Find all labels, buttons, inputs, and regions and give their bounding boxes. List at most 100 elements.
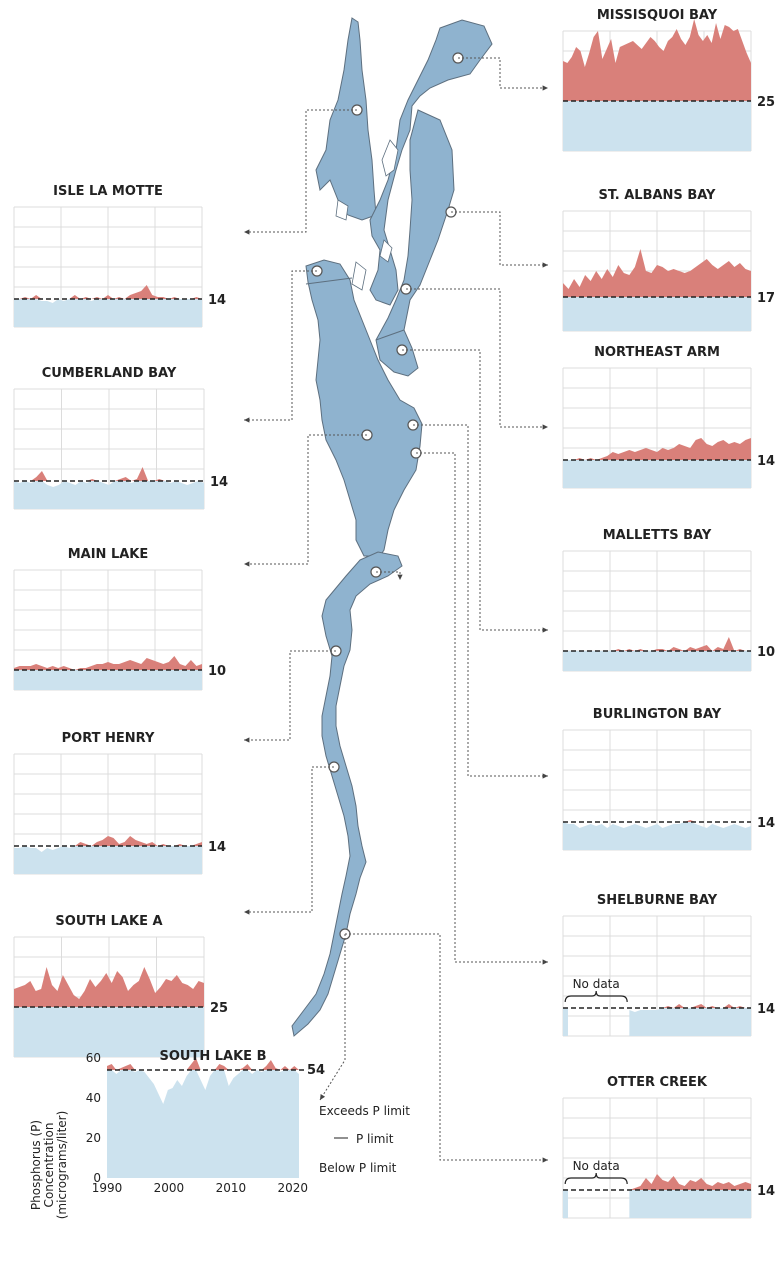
below-area xyxy=(563,1008,568,1036)
chart-south-lake-b: SOUTH LAKE B 54 0 20 40 60 1990 2000 2010 2020 Pho… xyxy=(29,1049,325,1219)
leader-arrowhead xyxy=(244,737,250,743)
leader-arrowhead xyxy=(320,1094,326,1100)
leader-line xyxy=(413,424,548,777)
no-data-bracket xyxy=(564,1172,628,1185)
below-area xyxy=(563,297,751,331)
leader-line xyxy=(244,766,334,913)
chart-title: OTTER CREEK xyxy=(607,1075,708,1090)
lake-southern-channel xyxy=(291,551,403,1037)
legend: Exceeds P limit P limit Below P limit xyxy=(319,1104,410,1175)
exceed-area xyxy=(14,967,204,1007)
exceed-area xyxy=(563,19,751,101)
panel-charts: MISSISQUOI BAY 25 ST. ALBANS BAY 17 NORTHEAS… xyxy=(13,8,775,1219)
exceed-area xyxy=(14,656,202,670)
below-area xyxy=(563,101,751,151)
below-area xyxy=(14,670,202,690)
leader-lines xyxy=(244,57,548,1163)
chart-cumberland-bay: CUMBERLAND BAY 14 xyxy=(13,366,228,510)
chart-title: CUMBERLAND BAY xyxy=(42,366,177,381)
chart-burlington-bay: BURLINGTON BAY 14 xyxy=(562,707,775,851)
leader-arrowhead xyxy=(542,85,548,91)
lake-main-body xyxy=(305,259,423,557)
leader-arrowhead xyxy=(244,909,250,915)
exceed-area xyxy=(563,637,751,651)
chart-st-albans-bay: ST. ALBANS BAY 17 xyxy=(562,188,775,332)
chart-title: SOUTH LAKE A xyxy=(55,914,162,929)
limit-label: 14 xyxy=(757,454,775,469)
leader-line xyxy=(345,933,548,1161)
limit-label: 10 xyxy=(757,645,775,660)
leader-arrowhead xyxy=(244,229,250,235)
y-axis-label-line: Phosphorus (P) xyxy=(29,1120,43,1210)
limit-label: 54 xyxy=(307,1063,325,1078)
chart-title: SOUTH LAKE B xyxy=(160,1049,267,1064)
chart-title: SHELBURNE BAY xyxy=(597,893,718,908)
y-tick-label: 60 xyxy=(86,1051,101,1065)
leader-line xyxy=(319,934,346,1101)
y-tick-label: 0 xyxy=(93,1171,101,1185)
limit-label: 14 xyxy=(210,475,228,490)
below-area xyxy=(14,1007,204,1057)
leader-line xyxy=(451,211,548,266)
exceed-area xyxy=(563,249,751,297)
leader-arrowhead xyxy=(542,959,548,965)
below-area xyxy=(629,1190,751,1218)
limit-label: 17 xyxy=(757,291,775,306)
below-area xyxy=(563,822,751,850)
chart-malletts-bay: MALLETTS BAY 10 xyxy=(562,528,775,672)
leader-line xyxy=(244,434,367,565)
leader-arrowhead xyxy=(244,417,250,423)
segment-border xyxy=(305,277,353,285)
chart-south-lake-a: SOUTH LAKE A 25 xyxy=(13,914,228,1058)
legend-limit: P limit xyxy=(356,1132,394,1146)
leader-line xyxy=(402,349,548,631)
legend-below: Below P limit xyxy=(319,1161,397,1175)
limit-label: 25 xyxy=(757,95,775,110)
below-area xyxy=(14,299,202,327)
x-tick-label: 2010 xyxy=(216,1181,247,1195)
chart-title: MAIN LAKE xyxy=(68,547,149,562)
limit-label: 25 xyxy=(210,1001,228,1016)
island xyxy=(335,199,349,221)
segment-border xyxy=(375,329,405,341)
limit-label: 10 xyxy=(208,664,226,679)
limit-label: 14 xyxy=(757,1184,775,1199)
y-axis-label: Phosphorus (P)Concentration(micrograms/l… xyxy=(29,1111,69,1220)
leader-line xyxy=(244,270,317,421)
no-data-bracket xyxy=(564,990,628,1003)
island xyxy=(381,139,399,177)
leader-arrowhead xyxy=(542,262,548,268)
x-tick-label: 2000 xyxy=(154,1181,185,1195)
leader-arrowhead xyxy=(542,773,548,779)
no-data-label: No data xyxy=(573,977,620,991)
exceed-area xyxy=(563,438,751,460)
exceed-area xyxy=(629,1174,751,1190)
leader-line xyxy=(244,109,357,233)
chart-title: MISSISQUOI BAY xyxy=(597,8,718,23)
lake-segment-borders xyxy=(305,277,405,341)
limit-label: 14 xyxy=(208,293,226,308)
leader-line xyxy=(416,452,548,963)
below-area xyxy=(563,1190,568,1218)
chart-title: ISLE LA MOTTE xyxy=(53,184,163,199)
chart-shelburne-bay: SHELBURNE BAY 14 No data xyxy=(562,893,775,1037)
x-tick-label: 1990 xyxy=(92,1181,123,1195)
chart-title: PORT HENRY xyxy=(62,731,155,746)
below-area xyxy=(14,846,202,874)
y-tick-label: 40 xyxy=(86,1091,101,1105)
below-area xyxy=(563,460,751,488)
chart-port-henry: PORT HENRY 14 xyxy=(13,731,226,875)
lake-north-channel xyxy=(315,17,377,221)
leader-arrowhead xyxy=(542,424,548,430)
y-tick-label: 20 xyxy=(86,1131,101,1145)
below-area xyxy=(107,1070,299,1178)
leader-arrowhead xyxy=(542,627,548,633)
below-area xyxy=(563,651,751,671)
exceed-area xyxy=(629,1004,751,1008)
chart-northeast-arm: NORTHEAST ARM 14 xyxy=(562,345,775,489)
leader-line xyxy=(244,650,336,741)
y-axis-label-line: (micrograms/liter) xyxy=(55,1111,69,1220)
chart-otter-creek: OTTER CREEK 14 No data xyxy=(562,1075,775,1219)
chart-title: MALLETTS BAY xyxy=(603,528,712,543)
